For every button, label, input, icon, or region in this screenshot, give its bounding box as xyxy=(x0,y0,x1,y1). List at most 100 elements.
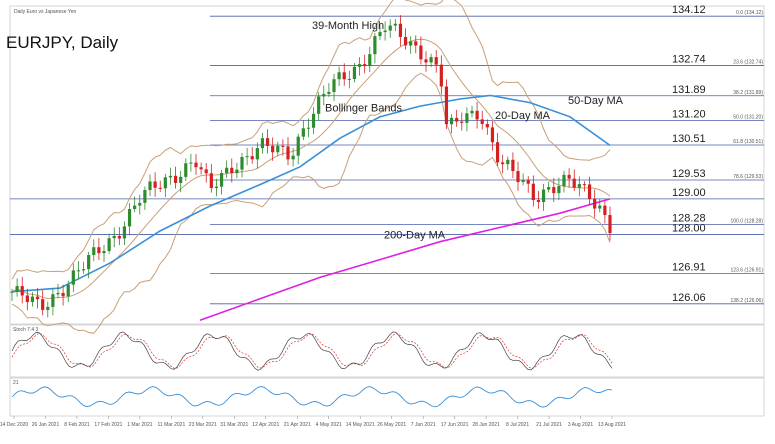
candle-body-15 xyxy=(87,255,91,270)
x-tick-label-11: 14 May 2021 xyxy=(346,422,375,428)
x-tick-label-8: 12 Apr 2021 xyxy=(252,422,279,428)
candle-body-82 xyxy=(429,57,433,63)
candle-body-114 xyxy=(593,198,597,209)
candle-body-62 xyxy=(327,91,331,94)
candle-body-87 xyxy=(455,117,459,122)
x-tick-label-7: 31 Mar 2021 xyxy=(220,422,248,428)
moving-averages xyxy=(11,94,611,321)
candle-body-9 xyxy=(56,292,60,295)
candle-body-108 xyxy=(562,174,566,187)
candle-body-56 xyxy=(296,136,300,156)
candle-body-48 xyxy=(255,148,259,160)
candle-body-117 xyxy=(608,215,612,234)
candle-body-34 xyxy=(184,163,188,177)
candle-body-44 xyxy=(235,169,239,174)
candle-body-21 xyxy=(117,235,121,239)
x-tick-label-15: 28 Jun 2021 xyxy=(472,422,500,428)
fib-label-3: 50.0 (131.20) xyxy=(733,114,763,120)
candlesticks xyxy=(10,15,612,318)
candle-body-95 xyxy=(495,142,500,163)
candle-body-77 xyxy=(403,37,408,46)
bollinger-lower xyxy=(11,72,611,334)
x-tick-label-3: 17 Feb 2021 xyxy=(94,422,122,428)
candle-body-92 xyxy=(480,119,484,124)
annotations: 39-Month High Bollinger Bands 20-Day MA 50-… xyxy=(312,20,624,241)
fib-label-4: 61.8 (130.51) xyxy=(733,139,763,145)
annotation-0: 39-Month High xyxy=(312,20,384,32)
candle-body-71 xyxy=(373,36,377,55)
candle-body-24 xyxy=(133,205,137,210)
candle-body-102 xyxy=(531,183,535,201)
x-tick-label-1: 26 Jan 2021 xyxy=(32,422,60,428)
candle-body-28 xyxy=(153,181,157,188)
level-label-0: 134.12 xyxy=(672,4,706,16)
chart-subtitle: Daily Euro vs Japanese Yen xyxy=(14,9,76,15)
candle-body-42 xyxy=(225,167,229,174)
candle-body-58 xyxy=(306,127,311,129)
level-label-5: 129.53 xyxy=(672,168,706,180)
candle-body-30 xyxy=(163,177,167,189)
x-tick-label-9: 21 Apr 2021 xyxy=(284,422,311,428)
level-label-3: 131.20 xyxy=(672,108,706,120)
candle-body-101 xyxy=(526,180,530,184)
fib-label-5: 78.6 (129.53) xyxy=(733,174,763,180)
level-label-2: 131.89 xyxy=(672,84,706,96)
candle-body-41 xyxy=(219,173,224,187)
candle-body-7 xyxy=(46,306,50,310)
candle-body-22 xyxy=(122,226,127,239)
candle-body-111 xyxy=(577,184,581,188)
candle-body-59 xyxy=(311,113,316,128)
stochastic-label: Stoch 7.4 3 xyxy=(13,327,39,333)
candle-body-67 xyxy=(352,66,357,79)
level-label-1: 132.74 xyxy=(672,53,706,65)
candle-body-32 xyxy=(173,175,178,183)
fib-label-1: 23.6 (132.74) xyxy=(733,59,763,65)
candle-body-49 xyxy=(260,138,265,149)
x-tick-label-19: 13 Aug 2021 xyxy=(598,422,626,428)
level-label-9: 126.91 xyxy=(672,261,706,273)
candle-body-93 xyxy=(485,123,489,128)
level-label-8: 128.00 xyxy=(672,223,706,235)
rsi-panel-frame xyxy=(9,377,765,417)
level-label-7: 128.28 xyxy=(672,213,706,225)
stochastic-k-line xyxy=(11,331,613,371)
candle-body-63 xyxy=(332,79,336,92)
annotation-3: 50-Day MA xyxy=(568,95,624,107)
candle-body-105 xyxy=(547,187,551,190)
x-tick-label-4: 1 Mar 2021 xyxy=(127,422,153,428)
candle-body-17 xyxy=(97,247,101,254)
candle-body-29 xyxy=(158,187,162,189)
candle-body-116 xyxy=(603,205,607,216)
candle-body-50 xyxy=(265,138,270,146)
x-tick-label-6: 23 Mar 2021 xyxy=(189,422,217,428)
candle-body-40 xyxy=(214,186,219,189)
rsi-label: 21 xyxy=(13,380,19,386)
annotation-1: Bollinger Bands xyxy=(325,102,403,114)
x-tick-label-2: 8 Feb 2021 xyxy=(64,422,90,428)
candle-body-72 xyxy=(378,32,382,37)
candle-body-74 xyxy=(388,25,392,31)
candle-body-2 xyxy=(20,286,24,296)
x-axis: 14 Dec 2020 26 Jan 2021 8 Feb 2021 17 Feb 2… xyxy=(0,416,626,428)
candle-body-97 xyxy=(506,159,510,165)
candle-body-55 xyxy=(291,155,295,160)
bollinger-upper xyxy=(11,0,611,280)
candle-body-12 xyxy=(71,270,75,285)
candle-body-23 xyxy=(127,209,132,227)
candle-body-57 xyxy=(301,128,305,137)
candle-body-4 xyxy=(30,296,35,303)
candle-body-18 xyxy=(102,251,106,254)
level-label-4: 130.51 xyxy=(672,133,706,145)
candle-body-65 xyxy=(342,72,346,80)
candle-body-14 xyxy=(81,269,86,271)
candle-body-110 xyxy=(572,178,576,188)
x-tick-label-16: 8 Jul 2021 xyxy=(506,422,529,428)
candle-body-47 xyxy=(250,156,254,160)
candle-body-19 xyxy=(107,238,111,252)
candle-body-112 xyxy=(582,184,587,186)
candle-body-104 xyxy=(541,189,546,202)
ma200-line xyxy=(199,198,611,321)
candle-body-10 xyxy=(61,292,65,297)
candle-body-46 xyxy=(245,156,249,158)
candle-body-27 xyxy=(148,181,152,191)
